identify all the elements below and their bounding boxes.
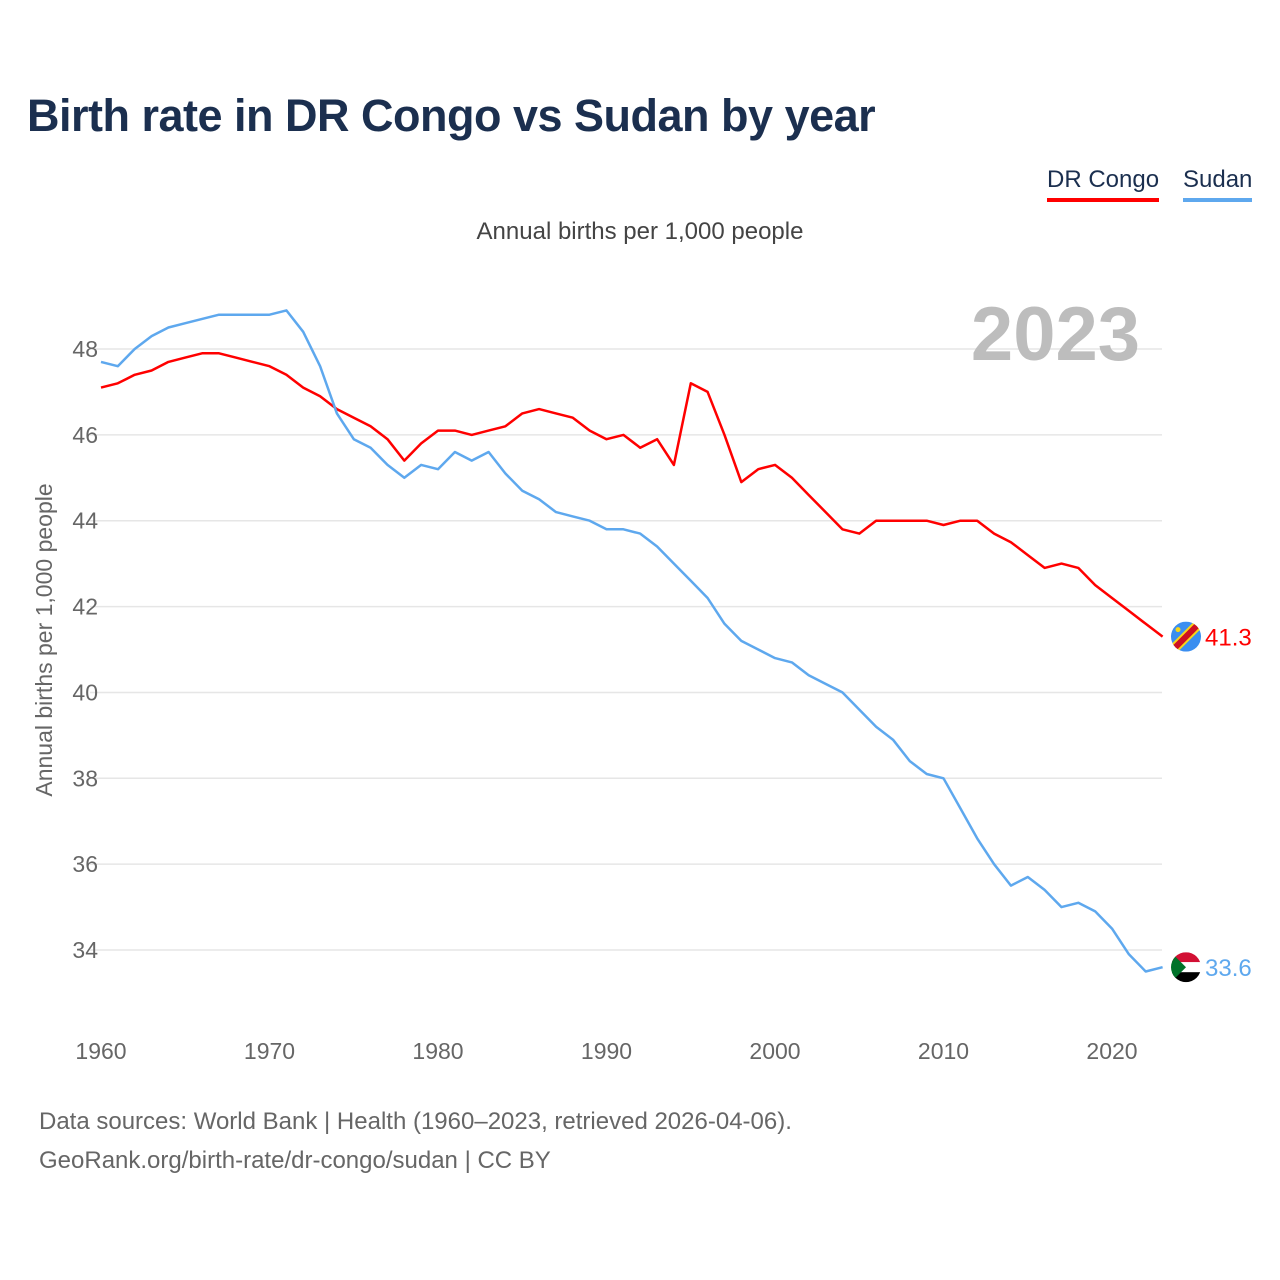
x-tick-label: 1970	[244, 1038, 295, 1064]
legend-dr-congo[interactable]: DR Congo	[1047, 166, 1160, 202]
chart-subtitle: Annual births per 1,000 people	[476, 218, 804, 245]
y-axis-label: Annual births per 1,000 people	[31, 483, 57, 796]
y-tick-label: 48	[72, 336, 98, 362]
y-tick-label: 40	[72, 679, 98, 705]
x-tick-label: 1960	[75, 1038, 126, 1064]
legend-sudan[interactable]: Sudan	[1183, 166, 1253, 202]
y-tick-label: 38	[72, 765, 98, 791]
end-value-label: 41.3	[1205, 625, 1252, 652]
end-value-label: 33.6	[1205, 955, 1252, 982]
x-tick-label: 2010	[918, 1038, 969, 1064]
y-tick-label: 44	[72, 508, 98, 534]
series-line-sudan[interactable]	[100, 309, 1163, 973]
sudan-flag-icon	[1171, 952, 1201, 983]
x-tick-label: 2020	[1086, 1038, 1137, 1064]
year-label: 2023	[971, 292, 1140, 377]
y-tick-label: 34	[72, 937, 98, 963]
y-tick-label: 36	[72, 851, 98, 877]
y-tick-label: 42	[72, 594, 98, 620]
x-tick-label: 1980	[412, 1038, 463, 1064]
series-line-dr-congo[interactable]	[100, 352, 1164, 638]
source-link[interactable]: GeoRank.org/birth-rate/dr-congo/sudan | …	[39, 1147, 551, 1174]
x-tick-label: 2000	[749, 1038, 800, 1064]
chart-title: Birth rate in DR Congo vs Sudan by year	[27, 90, 876, 141]
x-tick-label: 1990	[581, 1038, 632, 1064]
data-source: Data sources: World Bank | Health (1960–…	[39, 1108, 792, 1135]
y-tick-label: 46	[72, 422, 98, 448]
dr-congo-flag-icon	[1171, 621, 1201, 652]
